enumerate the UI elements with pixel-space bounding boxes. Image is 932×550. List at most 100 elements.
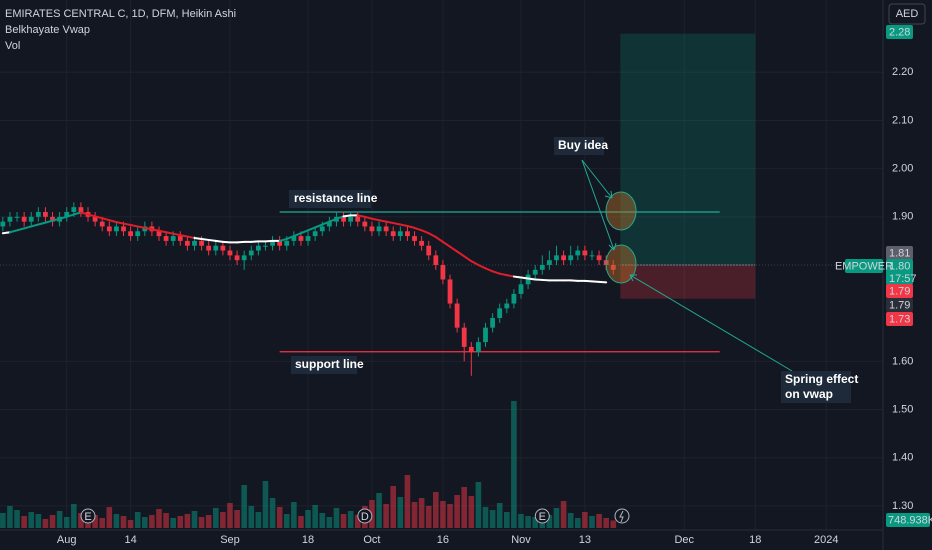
- candle-body: [291, 236, 297, 241]
- candle-body: [447, 279, 453, 304]
- candle-body: [362, 221, 368, 227]
- position-tool: [620, 33, 756, 299]
- volume-bar: [319, 513, 326, 528]
- currency[interactable]: AED: [896, 8, 919, 20]
- x-tick-label: 2024: [814, 534, 838, 546]
- volume-bar: [149, 515, 155, 528]
- vwap-segment: [512, 275, 522, 279]
- volume-bar: [425, 506, 432, 528]
- vwap-segment: [335, 215, 345, 220]
- volume-bar: [127, 520, 134, 528]
- candle-body: [114, 226, 119, 232]
- y-tick-label: 1.50: [892, 403, 913, 415]
- vwap-segment: [484, 267, 494, 273]
- price-badge-label: 1.73: [889, 313, 910, 325]
- candle-body: [270, 240, 275, 246]
- volume-bar: [276, 507, 283, 528]
- candle-body: [248, 250, 254, 256]
- event-icon: [534, 508, 550, 524]
- candle-body: [518, 284, 524, 294]
- vwap-segment: [172, 232, 182, 237]
- candle-body: [255, 245, 261, 251]
- candle-body: [263, 245, 268, 247]
- price-badge: [886, 259, 913, 285]
- volume-bar: [333, 508, 340, 528]
- vwap-segment: [434, 236, 444, 243]
- vwap: [1, 211, 608, 284]
- candle-body: [213, 245, 219, 251]
- volume-bar: [113, 514, 120, 528]
- vwap-segment: [65, 213, 75, 218]
- volume-bar: [504, 512, 510, 528]
- candle-body: [43, 212, 48, 217]
- candle-body: [78, 207, 84, 212]
- volume-bar: [482, 507, 489, 528]
- y-tick-label: 1.90: [892, 211, 913, 223]
- price-badge-label: 1.79: [889, 285, 910, 297]
- volume-bar: [589, 516, 595, 528]
- candle-body: [341, 216, 346, 222]
- candle-body: [369, 226, 375, 232]
- volume-bar: [248, 506, 255, 528]
- vwap-segment: [150, 228, 160, 232]
- label-box: [554, 137, 604, 155]
- target-zone: [620, 33, 756, 266]
- vwap-segment: [30, 223, 40, 228]
- price-badge-label: 2.28: [889, 26, 910, 38]
- candle-body: [128, 231, 134, 237]
- event-icon: [619, 510, 624, 523]
- candles: [0, 202, 616, 376]
- volume-bar: [212, 508, 219, 528]
- volume-bar: [241, 485, 247, 528]
- candle-body: [319, 226, 325, 232]
- volume-bar: [291, 502, 297, 528]
- volume-bar: [305, 510, 311, 528]
- volume-bar: [447, 504, 453, 528]
- label-box: [781, 371, 851, 403]
- candle-body: [7, 216, 13, 222]
- vwap-segment: [101, 217, 111, 222]
- volume-bar: [397, 497, 404, 528]
- x-tick-label: 16: [437, 534, 449, 546]
- candle-body: [50, 216, 55, 222]
- candle-body: [383, 226, 389, 232]
- volume-bar: [496, 503, 503, 528]
- volume-bar: [518, 514, 524, 528]
- price-badge-label: 1.81: [889, 247, 910, 259]
- volume-bar: [56, 511, 63, 528]
- vwap-segment: [385, 220, 395, 225]
- volume-bar: [255, 512, 262, 528]
- vwap-segment: [527, 277, 537, 281]
- price-badge-label: 1.80: [889, 260, 910, 272]
- volume-bar: [134, 512, 141, 528]
- volume-bar: [49, 515, 56, 528]
- volume-bar: [106, 507, 113, 528]
- candle-body: [433, 255, 439, 265]
- candle-body: [184, 240, 190, 246]
- annotation: resistance line: [294, 191, 378, 205]
- candle-body: [561, 255, 566, 261]
- volume-bar: [42, 519, 49, 528]
- volume-bar: [28, 512, 35, 528]
- candle-body: [106, 226, 112, 232]
- y-tick-label: 1.40: [892, 452, 913, 464]
- currency-box[interactable]: [888, 3, 926, 25]
- volume-bar: [567, 513, 574, 528]
- x-tick-label: Dec: [674, 534, 694, 546]
- price-badge: [886, 284, 913, 298]
- countdown: 17:57: [889, 273, 917, 285]
- vwap-segment: [193, 237, 203, 240]
- vwap-segment: [278, 237, 288, 242]
- vwap-segment: [491, 270, 501, 275]
- candle-body: [71, 207, 77, 212]
- vwap-segment: [498, 272, 508, 277]
- vwap-segment: [449, 245, 459, 253]
- arrow: [581, 159, 615, 251]
- candle-body: [170, 236, 176, 241]
- volume-bar: [120, 516, 127, 528]
- candle-body: [163, 236, 169, 241]
- arrow: [581, 159, 613, 199]
- candle-body: [405, 231, 410, 237]
